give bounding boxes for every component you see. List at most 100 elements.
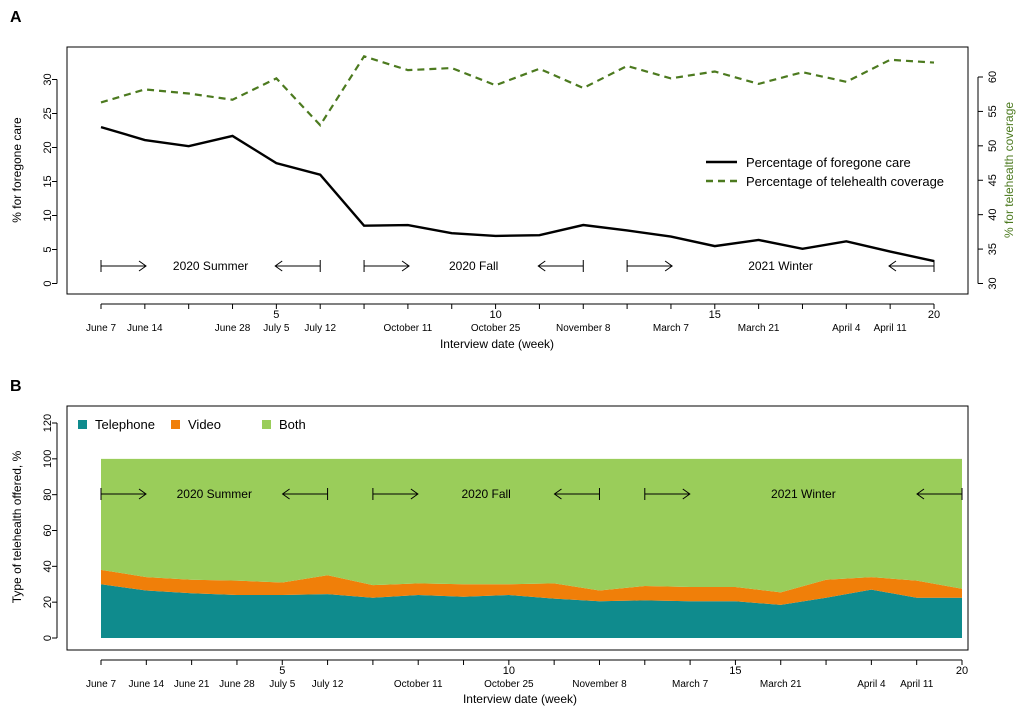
panel-b-x-axis-title: Interview date (week) [463,692,577,706]
legend-video-label: Video [188,417,221,432]
panel-b-label: B [10,378,22,395]
b-x-tick-label: 10 [503,665,515,677]
foregone-care-line [100,125,935,263]
b-x-tick-label: 15 [729,665,741,677]
a-date-label: October 25 [471,323,521,334]
a-date-label: June 7 [86,323,116,334]
legend-both-label: Both [279,417,306,432]
season-start-arrowhead [664,260,673,272]
b-date-label: November 8 [572,679,627,690]
telehealth-coverage-line [100,55,935,127]
season-start-arrowhead [138,260,147,272]
b-date-label: June 21 [174,679,210,690]
b-date-label: March 7 [672,679,709,690]
panel-a-plot-frame [66,46,969,295]
b-date-label: June 14 [129,679,165,690]
legend-telephone-swatch [78,420,87,429]
a-left-tick-label: 30 [42,73,54,85]
a-x-tick-label: 20 [928,309,940,321]
a-right-tick-label: 50 [987,140,999,152]
a-x-tick-label: 5 [273,309,279,321]
panel-b-plot-frame [66,405,969,651]
panel-b-legend: Telephone Video Both [78,417,306,432]
legend-telephone-label: Telephone [95,417,155,432]
season-end-arrowhead [274,260,283,272]
season-label: 2021 Winter [771,487,836,501]
a-right-tick-label: 45 [987,174,999,186]
b-y-tick-label: 100 [42,450,54,468]
panel-a-left-axis-title: % for foregone care [10,117,24,223]
b-date-label: July 12 [312,679,344,690]
b-date-label: October 25 [484,679,534,690]
season-end-arrowhead [553,488,562,500]
b-date-label: June 7 [86,679,116,690]
a-left-tick-label: 0 [42,280,54,286]
b-date-label: June 28 [219,679,255,690]
telephone-area [101,584,962,638]
a-date-label: July 12 [304,323,336,334]
legend-foregone-label: Percentage of foregone care [746,155,911,170]
a-date-label: June 28 [215,323,251,334]
a-left-tick-label: 20 [42,141,54,153]
a-date-label: April 4 [832,323,861,334]
panel-a-legend: Percentage of foregone care Percentage o… [706,155,944,189]
a-date-label: June 14 [127,323,163,334]
b-season-annotation: 2021 Winter [644,487,963,501]
a-x-tick-label: 10 [489,309,501,321]
a-date-label: March 21 [738,323,780,334]
a-season-annotation: 2021 Winter [626,259,935,273]
b-date-label: April 4 [857,679,886,690]
season-label: 2020 Fall [461,487,510,501]
season-label: 2021 Winter [748,259,813,273]
both-area [101,458,962,593]
season-start-arrowhead [401,260,410,272]
video-area [101,569,962,605]
a-left-tick-label: 15 [42,175,54,187]
season-end-arrowhead [537,260,546,272]
season-label: 2020 Fall [449,259,498,273]
season-end-arrowhead [281,488,290,500]
a-date-label: March 7 [653,323,690,334]
a-right-tick-label: 30 [987,277,999,289]
a-left-tick-label: 5 [42,246,54,252]
a-left-tick-label: 10 [42,209,54,221]
b-season-annotation: 2020 Summer [100,487,329,501]
season-start-arrowhead [138,488,147,500]
legend-telehealth-label: Percentage of telehealth coverage [746,174,944,189]
b-x-tick-label: 20 [956,665,968,677]
a-right-tick-label: 60 [987,71,999,83]
b-date-label: April 11 [900,679,934,690]
a-x-tick-label: 15 [709,309,721,321]
season-end-arrowhead [888,260,897,272]
a-season-annotation: 2020 Summer [100,259,321,273]
season-end-arrowhead [916,488,925,500]
b-y-tick-label: 80 [42,489,54,501]
legend-video-swatch [171,420,180,429]
a-season-annotation: 2020 Fall [363,259,584,273]
b-date-label: October 11 [394,679,443,690]
panel-b-y-axis-title: Type of telehealth offered, % [10,450,24,603]
b-y-tick-label: 20 [42,596,54,608]
b-date-label: March 21 [760,679,802,690]
a-right-tick-label: 35 [987,243,999,255]
a-left-tick-label: 25 [42,107,54,119]
b-y-tick-label: 40 [42,560,54,572]
b-x-tick-label: 5 [279,665,285,677]
b-y-tick-label: 60 [42,524,54,536]
legend-both-swatch [262,420,271,429]
a-right-tick-label: 40 [987,209,999,221]
season-start-arrowhead [682,488,691,500]
a-right-tick-label: 55 [987,105,999,117]
season-start-arrowhead [410,488,419,500]
season-label: 2020 Summer [173,259,248,273]
a-date-label: October 11 [384,323,433,334]
b-date-label: July 5 [269,679,296,690]
panel-a-x-axis-title: Interview date (week) [440,337,554,351]
a-date-label: July 5 [263,323,290,334]
a-date-label: November 8 [556,323,611,334]
season-label: 2020 Summer [177,487,252,501]
b-season-annotation: 2020 Fall [372,487,600,501]
b-y-tick-label: 120 [42,414,54,432]
panel-a-right-axis-title: % for telehealth coverage [1002,102,1016,238]
